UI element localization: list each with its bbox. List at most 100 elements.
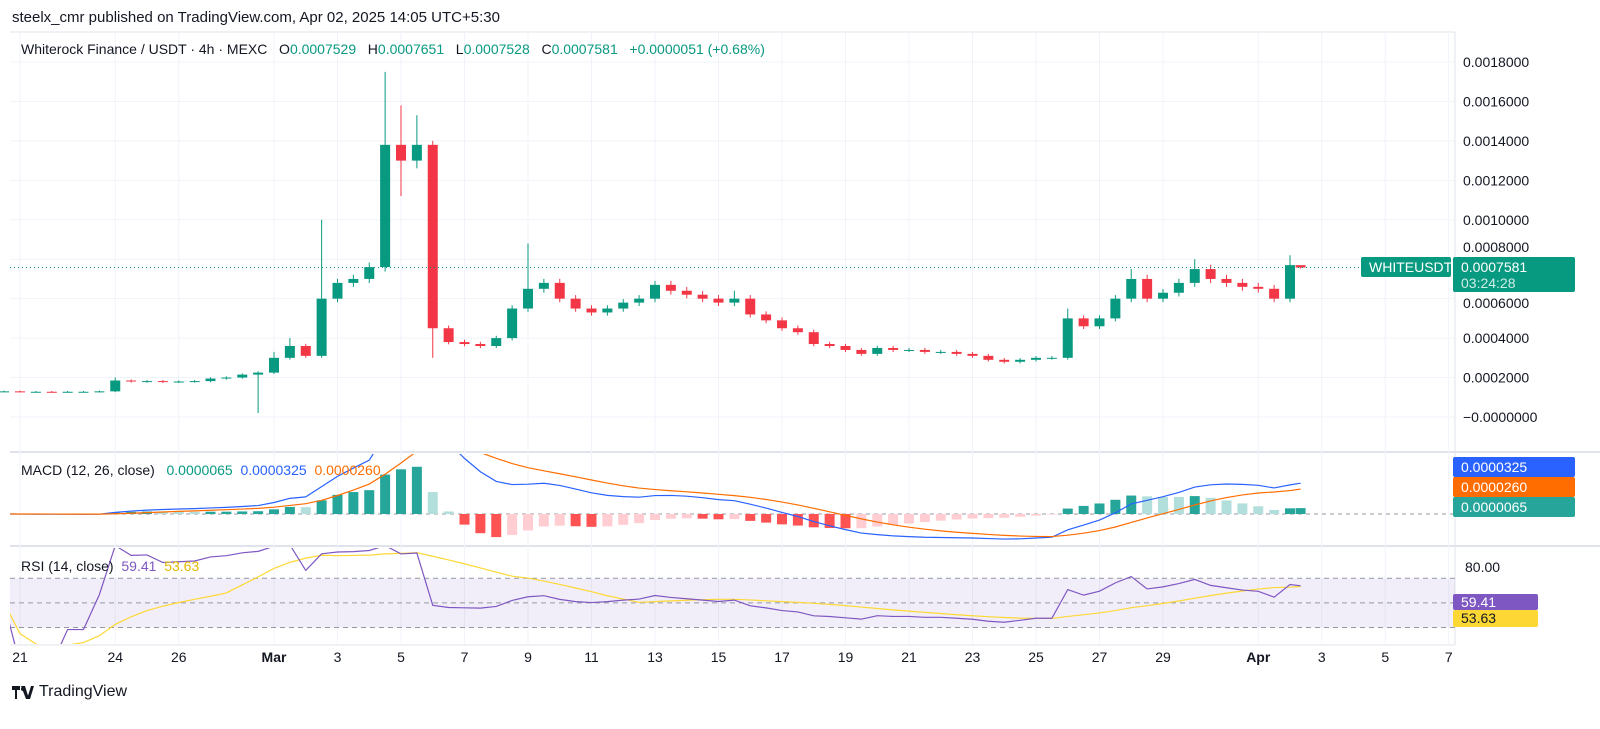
candle-body [1221,278,1232,283]
macd-hist-value: 0.0000065 [166,462,233,478]
candle-body [856,349,867,354]
macd-signal-line [10,454,1301,538]
candle-body [189,381,200,383]
candle [142,380,152,383]
candle [618,299,629,312]
macd-hist-bar [300,507,311,514]
candle-body [697,294,708,299]
macd-hist-bar [316,500,327,514]
candle-body [1015,359,1026,362]
candle [1094,315,1105,329]
candle-body [951,351,962,354]
candle [380,71,391,272]
rsi-legend: RSI (14, close) 59.41 53.63 [21,558,199,574]
candle-body [1062,318,1073,358]
macd-hist-bar [1126,495,1137,514]
publish-line: steelx_cmr published on TradingView.com,… [12,9,500,26]
macd-hist-bar [872,514,883,527]
candle-body [1110,298,1121,319]
candle-body [1173,282,1184,293]
candle [396,105,406,197]
candle-body [1126,278,1137,299]
candle [872,345,883,356]
candle [157,380,168,383]
candle-body [78,391,89,393]
macd-hist-bar [1094,503,1105,514]
candle-body [348,278,359,283]
rsi-ma-line [10,552,1301,644]
macd-hist-bar [681,514,692,519]
candle [650,280,660,303]
macd-hist-bar [888,514,899,526]
macd-hist-bar [189,511,200,514]
candle-body [983,355,994,360]
macd-hist-bar [792,514,803,526]
candle-body [681,290,692,295]
candle-body [999,359,1010,362]
candle [713,295,724,307]
x-tick-label: 11 [584,649,599,665]
x-tick-label: 7 [1445,649,1453,665]
candle [1031,356,1041,362]
candle [62,390,73,393]
macd-hist-bar [1205,497,1216,514]
candle [967,351,978,358]
candle-body [1158,292,1168,299]
candle [745,295,756,318]
macd-hist-bar [745,514,756,521]
candle [697,291,708,303]
candle-body [427,144,438,329]
candle [840,343,851,352]
candle-body [777,320,787,329]
symbol-price-tag: WHITEUSDT [1361,257,1452,277]
candle-body [0,391,10,393]
candle [904,347,914,352]
macd-signal-tag: 0.0000260 [1453,477,1575,497]
rsi-ma-tag: 53.63 [1453,610,1538,627]
macd-hist-bar [1046,514,1057,515]
candle [300,343,311,358]
candle [205,377,216,383]
candle-body [300,346,311,356]
macd-hist-bar [1173,496,1184,514]
macd-hist-bar [1015,514,1026,517]
candle-body [729,298,740,303]
macd-hist-bar [1237,503,1248,514]
candle [999,358,1010,364]
rsi-value: 59.41 [121,558,157,574]
x-tick-label: 23 [965,649,981,665]
x-tick-label: 15 [711,649,727,665]
macd-hist-bar [1031,514,1041,516]
candle [523,243,533,312]
candle-body [1285,265,1295,299]
symbol-legend: Whiterock Finance / USDT · 4h · MEXC O0.… [21,41,765,57]
candle-body [110,380,121,392]
y-tick-label: 0.0012000 [1463,172,1529,188]
candle-body [205,378,216,382]
low-label: L [455,41,464,57]
macd-hist-bar [253,511,264,514]
candle [824,341,835,349]
x-tick-label: 21 [901,649,917,665]
x-tick-label: 27 [1092,649,1108,665]
macd-line [10,454,1301,540]
tradingview-logo[interactable]: TradingView [12,683,127,701]
macd-hist-bar [459,514,470,525]
x-tick-label: 24 [107,649,123,665]
rsi-tag: 59.41 [1453,594,1538,610]
macd-hist-bar [951,514,962,520]
candle [46,390,57,393]
candle-body [538,282,549,289]
candle-body [840,346,851,350]
open-label: O [279,41,290,57]
change-value: +0.0000051 (+0.68%) [629,41,765,57]
candle-body [237,374,248,378]
candle-body [824,344,835,346]
candle [459,339,470,347]
y-tick-label: 0.0002000 [1463,370,1529,386]
macd-hist-bar [840,514,851,529]
candle-body [316,298,327,356]
candle [507,305,518,341]
candle [808,329,819,347]
